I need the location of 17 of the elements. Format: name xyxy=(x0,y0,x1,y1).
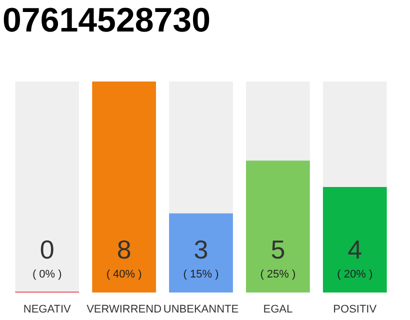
data-label: ( 15% ) xyxy=(183,268,219,280)
x-tick-label: EGAL xyxy=(263,304,293,316)
annotation: 0 xyxy=(40,234,54,264)
data-label: ( 0% ) xyxy=(32,268,62,280)
annotation: 8 xyxy=(116,234,132,264)
x-tick-label: POSITIV xyxy=(333,304,378,316)
data-label: ( 40% ) xyxy=(106,268,142,280)
annotation: 4 xyxy=(348,234,362,264)
chart-title: 07614528730 xyxy=(2,2,211,40)
annotation: 5 xyxy=(270,234,286,264)
bar xyxy=(92,82,156,292)
annotation: 3 xyxy=(194,234,208,264)
data-label: ( 20% ) xyxy=(337,268,373,280)
data-label: ( 25% ) xyxy=(260,268,296,280)
x-tick-label: NEGATIV xyxy=(23,304,72,316)
x-tick-label: VERWIRREND xyxy=(86,304,162,316)
x-tick-label: UNBEKANNTE xyxy=(163,304,239,316)
